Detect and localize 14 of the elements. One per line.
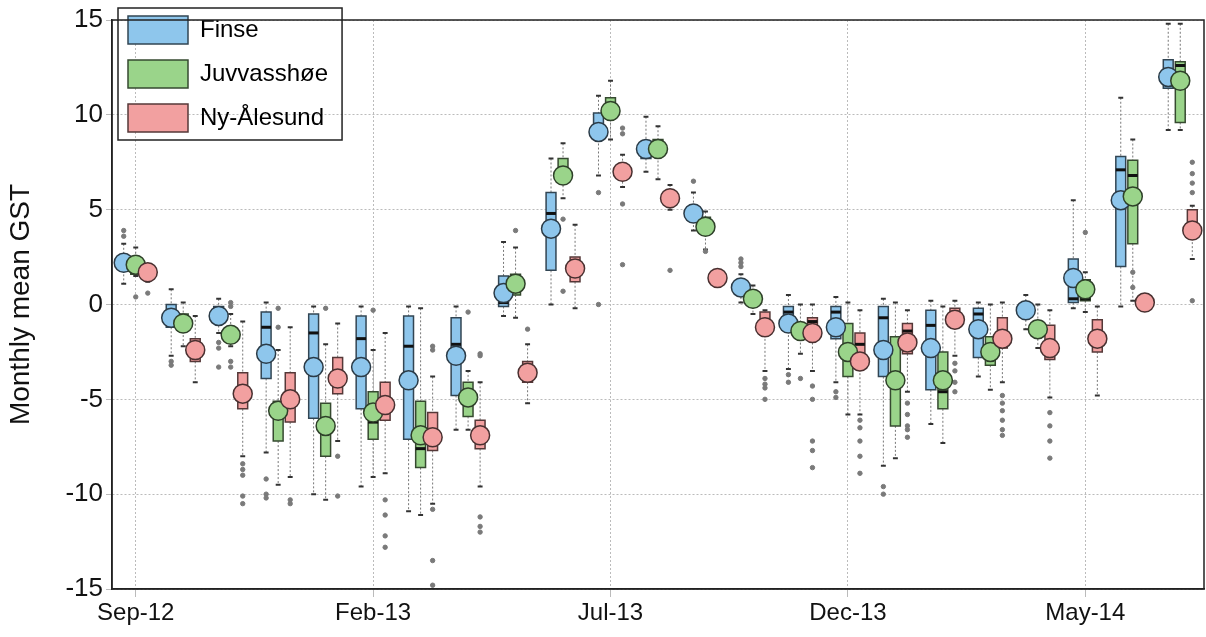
y-axis-title: Monthly mean GST	[3, 183, 35, 426]
y-tick-label: 0	[88, 287, 103, 318]
legend-label: Juvvasshøe	[200, 58, 329, 86]
x-tick-label: May-14	[1045, 598, 1126, 626]
y-tick-label: 15	[74, 3, 103, 34]
x-tick-label: Dec-13	[809, 598, 887, 626]
x-tick-label: Jul-13	[577, 598, 644, 626]
y-tick-label: 10	[74, 98, 103, 129]
y-tick-label: -5	[79, 382, 103, 413]
legend-label: Ny-Ålesund	[200, 102, 325, 130]
legend-label: Finse	[200, 14, 259, 42]
y-tick-label: -10	[65, 477, 103, 508]
y-tick-label: 5	[88, 192, 103, 223]
x-tick-label: Feb-13	[335, 598, 412, 626]
